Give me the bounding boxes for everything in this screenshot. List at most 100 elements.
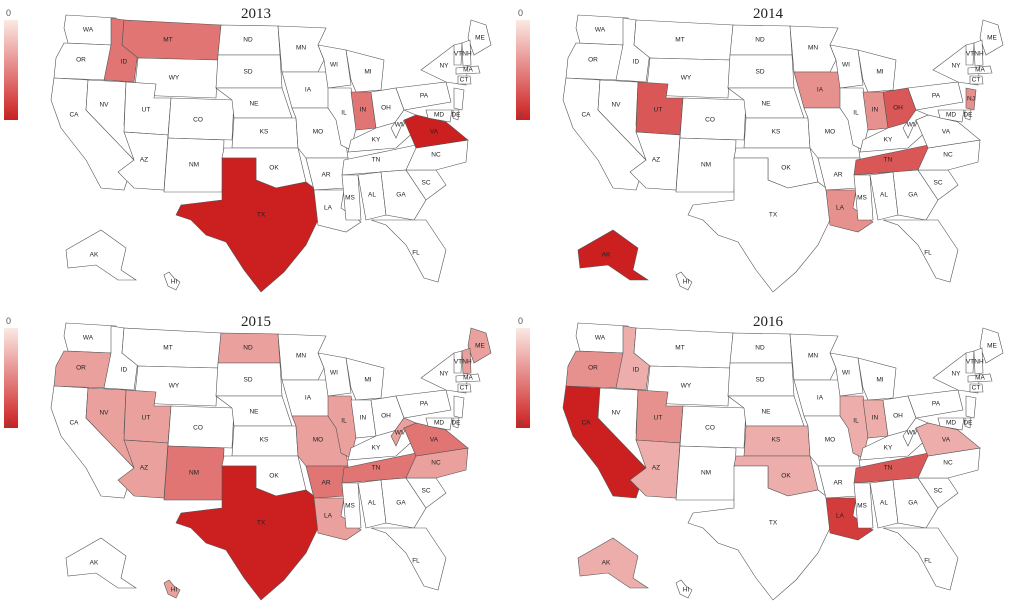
state-label-in: IN <box>360 107 367 114</box>
state-me[interactable] <box>467 327 492 364</box>
state-ak[interactable] <box>577 537 649 589</box>
state-co[interactable] <box>167 97 235 141</box>
state-pa[interactable] <box>395 81 452 111</box>
state-ga[interactable] <box>380 477 427 529</box>
state-ms[interactable] <box>341 174 362 221</box>
state-md[interactable] <box>425 109 453 123</box>
state-vt[interactable] <box>965 42 975 66</box>
state-me[interactable] <box>979 327 1004 364</box>
state-hi[interactable] <box>675 271 693 291</box>
state-fl[interactable] <box>882 219 959 283</box>
state-ak[interactable] <box>577 229 649 281</box>
state-az[interactable] <box>629 439 681 499</box>
state-vt[interactable] <box>965 350 975 374</box>
state-tx[interactable] <box>175 465 319 601</box>
state-mi[interactable] <box>345 49 385 93</box>
state-ga[interactable] <box>892 477 939 529</box>
state-nh[interactable] <box>973 347 984 375</box>
state-ak[interactable] <box>65 229 137 281</box>
state-wv[interactable] <box>902 109 929 139</box>
state-ms[interactable] <box>853 174 874 221</box>
state-tx[interactable] <box>687 157 831 293</box>
state-hi[interactable] <box>163 579 181 599</box>
state-ma[interactable] <box>967 373 993 383</box>
state-ct[interactable] <box>457 383 472 393</box>
state-pa[interactable] <box>395 389 452 419</box>
state-me[interactable] <box>979 19 1004 56</box>
state-me[interactable] <box>467 19 492 56</box>
state-label-oh: OH <box>893 105 903 112</box>
state-label-mn: MN <box>296 353 306 360</box>
state-vt[interactable] <box>453 350 463 374</box>
state-tx[interactable] <box>175 157 319 293</box>
state-label-pa: PA <box>420 93 429 100</box>
state-or[interactable] <box>53 42 112 81</box>
state-fl[interactable] <box>882 527 959 591</box>
state-nj[interactable] <box>453 87 465 111</box>
state-hi[interactable] <box>675 579 693 599</box>
state-co[interactable] <box>679 97 747 141</box>
state-ma[interactable] <box>967 65 993 75</box>
state-label-de: DE <box>451 420 461 427</box>
state-fl[interactable] <box>370 219 447 283</box>
state-or[interactable] <box>565 42 624 81</box>
state-label-ma: MA <box>975 67 985 74</box>
state-ma[interactable] <box>455 65 481 75</box>
state-md[interactable] <box>937 417 965 431</box>
state-label-or: OR <box>76 365 86 372</box>
state-or[interactable] <box>53 350 112 389</box>
state-az[interactable] <box>117 439 169 499</box>
state-ct[interactable] <box>969 383 984 393</box>
state-ct[interactable] <box>969 75 984 85</box>
state-label-sc: SC <box>933 488 942 495</box>
state-nh[interactable] <box>973 39 984 67</box>
state-pa[interactable] <box>907 81 964 111</box>
state-fl[interactable] <box>370 527 447 591</box>
state-co[interactable] <box>679 405 747 449</box>
state-mi[interactable] <box>857 49 897 93</box>
state-wi[interactable] <box>317 44 352 89</box>
state-az[interactable] <box>629 131 681 191</box>
state-az[interactable] <box>117 131 169 191</box>
state-nj[interactable] <box>965 395 977 419</box>
state-nj[interactable] <box>453 395 465 419</box>
state-md[interactable] <box>425 417 453 431</box>
state-vt[interactable] <box>453 42 463 66</box>
state-label-in: IN <box>360 415 367 422</box>
state-label-wv: WV <box>907 122 918 129</box>
state-label-sd: SD <box>755 69 764 76</box>
state-ak[interactable] <box>65 537 137 589</box>
state-tx[interactable] <box>687 465 831 601</box>
state-wi[interactable] <box>317 352 352 397</box>
state-ct[interactable] <box>457 75 472 85</box>
legend-min-label: 0 <box>6 316 12 326</box>
state-co[interactable] <box>167 405 235 449</box>
state-de[interactable] <box>452 109 460 121</box>
state-nj[interactable] <box>965 87 977 111</box>
state-de[interactable] <box>964 109 972 121</box>
state-md[interactable] <box>937 109 965 123</box>
state-nh[interactable] <box>461 347 472 375</box>
state-nh[interactable] <box>461 39 472 67</box>
state-ms[interactable] <box>341 482 362 529</box>
state-wi[interactable] <box>829 352 864 397</box>
state-mi[interactable] <box>345 357 385 401</box>
state-wv[interactable] <box>390 109 417 139</box>
state-label-mi: MI <box>364 69 371 76</box>
legend-gradient-bar <box>516 20 530 120</box>
state-pa[interactable] <box>907 389 964 419</box>
state-ms[interactable] <box>853 482 874 529</box>
state-ma[interactable] <box>455 373 481 383</box>
state-or[interactable] <box>565 350 624 389</box>
state-ga[interactable] <box>380 169 427 221</box>
state-de[interactable] <box>964 417 972 429</box>
state-wv[interactable] <box>390 417 417 447</box>
state-wv[interactable] <box>902 417 929 447</box>
state-de[interactable] <box>452 417 460 429</box>
state-mi[interactable] <box>857 357 897 401</box>
state-hi[interactable] <box>163 271 181 291</box>
state-label-id: ID <box>121 59 128 66</box>
state-ga[interactable] <box>892 169 939 221</box>
state-label-tx: TX <box>769 520 778 527</box>
state-wi[interactable] <box>829 44 864 89</box>
